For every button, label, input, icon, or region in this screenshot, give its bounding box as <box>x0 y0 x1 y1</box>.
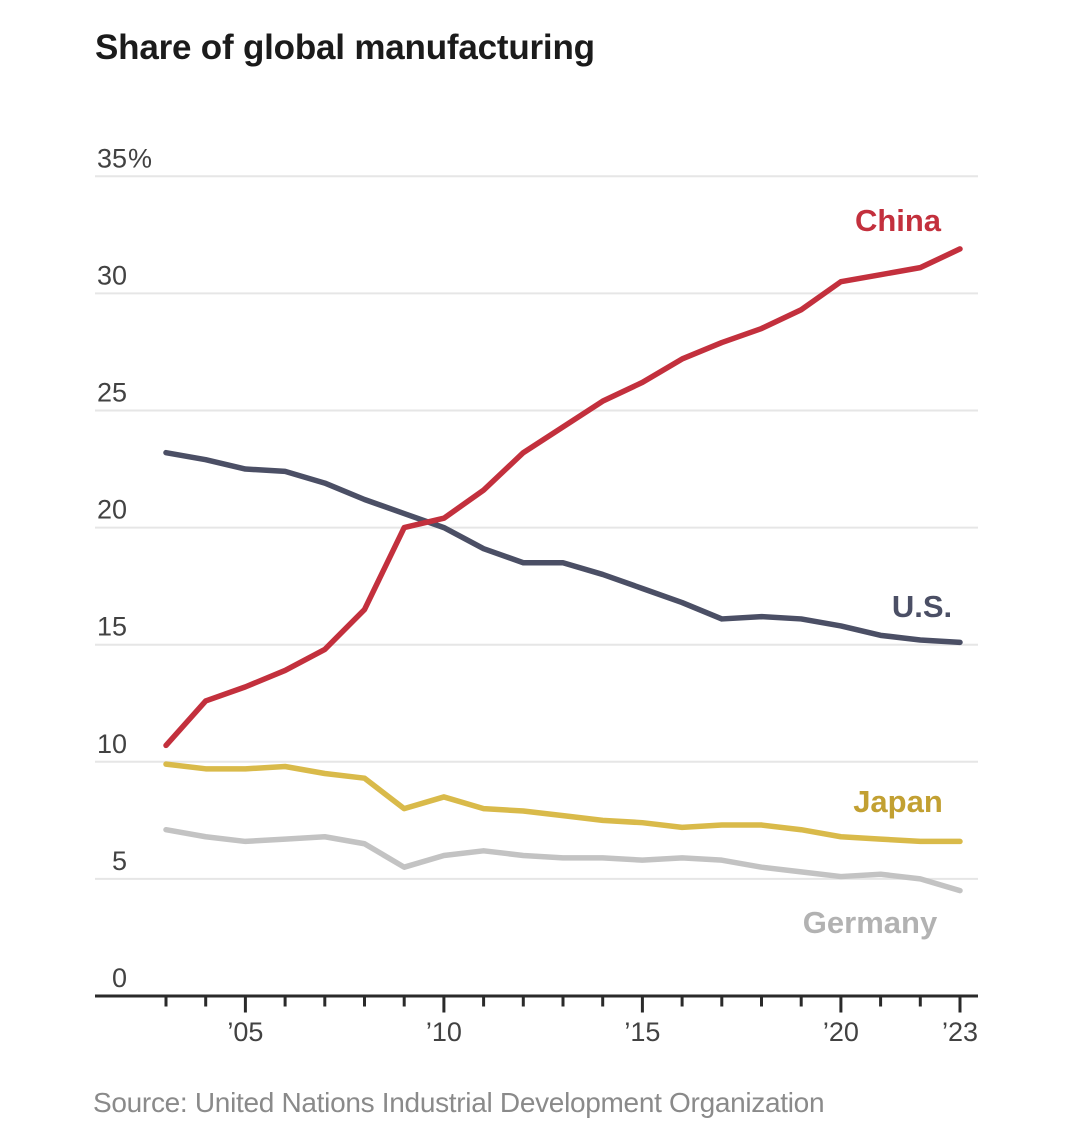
chart-title: Share of global manufacturing <box>95 28 595 67</box>
series-line-us <box>163 449 963 646</box>
y-tick-label-5: 5 <box>112 846 127 876</box>
series-label-japan: Japan <box>853 784 943 819</box>
series-label-china: China <box>855 203 942 238</box>
series-line-japan <box>163 761 963 845</box>
series-line-china <box>163 246 963 749</box>
x-tick-label-2015: ’15 <box>624 1017 660 1047</box>
y-tick-label-25: 25 <box>97 378 127 408</box>
x-tick-label-2010: ’10 <box>426 1017 462 1047</box>
series-label-germany: Germany <box>803 905 938 940</box>
y-tick-label-15: 15 <box>97 612 127 642</box>
series-label-us: U.S. <box>892 589 952 624</box>
y-tick-label-35: 35 <box>97 143 127 173</box>
y-tick-suffix: % <box>128 143 152 173</box>
y-tick-label-10: 10 <box>97 729 127 759</box>
y-tick-label-0: 0 <box>112 963 127 993</box>
x-tick-label-2005: ’05 <box>227 1017 263 1047</box>
series-line-germany <box>163 826 963 894</box>
y-tick-label-30: 30 <box>97 260 127 290</box>
y-tick-label-20: 20 <box>97 495 127 525</box>
x-tick-label-2023: ’23 <box>942 1017 978 1047</box>
source-credit: Source: United Nations Industrial Develo… <box>93 1087 825 1118</box>
x-tick-label-2020: ’20 <box>823 1017 859 1047</box>
